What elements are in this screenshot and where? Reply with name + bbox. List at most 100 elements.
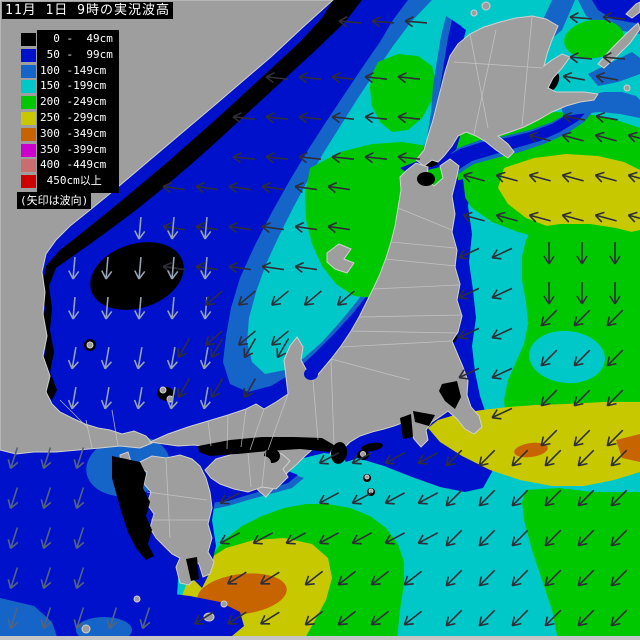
wave-direction-arrow [73,607,85,630]
wave-direction-arrow [101,256,113,280]
wave-direction-arrow [384,532,406,545]
wave-direction-arrow [7,487,19,510]
wave-direction-arrow [478,609,496,627]
legend-swatch [21,159,36,173]
wave-direction-arrow [610,569,628,587]
legend-swatch [21,64,36,78]
legend-swatch [21,48,36,62]
wave-direction-arrow [237,330,256,346]
wave-direction-arrow [495,211,518,223]
wave-direction-arrow [228,261,252,274]
prefecture-border-line [397,207,453,231]
wave-direction-arrow [67,347,79,370]
landmass [481,1,491,11]
wave-direction-arrow [303,290,322,306]
wave-direction-arrow [261,261,285,274]
wave-direction-arrow [397,151,421,164]
wave-direction-arrow [540,429,558,447]
wave-direction-arrow [445,609,463,627]
wave-direction-arrow [602,12,626,24]
wave-direction-arrow [162,181,186,194]
prefecture-border-line [521,16,533,127]
wave-direction-arrow [610,449,628,467]
wave-direction-arrow [606,309,624,327]
bay-region [439,381,461,409]
wave-direction-arrow [243,378,257,399]
prefecture-border-line [247,452,252,488]
wave-direction-arrow [404,16,428,28]
landmass [159,386,167,394]
wave-direction-arrow [200,296,212,320]
wave-direction-arrow [166,387,178,410]
wave-direction-arrow [562,111,585,123]
legend-label: 200 -249cm [40,95,107,109]
wave-direction-arrows [7,12,640,630]
wave-direction-arrow [384,492,406,505]
wave-direction-arrow [167,256,179,280]
wave-direction-arrow [252,532,274,545]
wave-direction-arrow [384,452,406,465]
wave-direction-arrow [544,569,562,587]
landmass [203,612,215,622]
wave-direction-arrow [67,387,79,410]
wave-direction-arrow [294,181,318,194]
wave-direction-arrow [595,71,618,83]
wave-direction-arrow [133,387,145,410]
wave-direction-arrow [226,571,247,585]
wave-direction-arrow [573,349,591,367]
wave-direction-arrow [528,131,551,143]
wave-direction-arrow [101,296,113,320]
wave-direction-arrow [228,181,252,194]
wave-direction-arrow [403,610,423,626]
wave-direction-arrow [265,71,289,84]
wave-direction-arrow [232,111,256,124]
wave-direction-arrow [134,256,146,280]
legend-note: (矢印は波向) [17,192,92,209]
wave-direction-arrow [40,487,52,510]
wave-direction-arrow [577,609,595,627]
wave-direction-arrow [232,151,256,164]
wave-direction-arrow [40,567,52,590]
legend-swatch [21,80,36,94]
wave-region [451,179,469,400]
wave-direction-arrow [576,242,588,265]
wave-direction-arrow [134,216,146,240]
wave-direction-arrow [577,449,595,467]
wave-direction-arrow [210,338,224,359]
landmass [415,15,599,167]
wave-direction-arrow [265,151,289,164]
bay-region [413,411,435,426]
wave-direction-arrow [261,181,285,194]
wave-direction-arrow [298,111,322,124]
wave-direction-arrow [200,216,212,240]
wave-direction-arrow [199,347,211,370]
wave-direction-arrow [478,529,496,547]
prefecture-border-line [473,29,497,135]
wave-direction-arrow [511,609,529,627]
wave-direction-arrow [445,569,463,587]
wave-direction-arrow [327,181,351,194]
wave-direction-arrow [327,221,351,234]
wave-direction-arrow [511,449,529,467]
wave-direction-arrow [270,290,289,306]
wave-direction-arrow [265,111,289,124]
wave-direction-arrow [458,247,480,260]
wave-direction-arrow [627,171,640,183]
wave-region [361,442,383,452]
wave-direction-arrow [167,296,179,320]
wave-direction-arrow [462,171,485,183]
wave-direction-arrow [73,487,85,510]
wave-direction-arrow [577,569,595,587]
legend-swatch [21,143,36,157]
legend-swatch [21,175,36,189]
wave-direction-arrow [462,211,485,223]
wave-direction-arrow [417,452,439,465]
wave-direction-arrow [595,111,618,123]
wave-direction-arrow [609,282,621,305]
wave-direction-arrow [331,111,355,124]
prefecture-border-line [340,340,452,348]
wave-region [0,598,58,640]
wave-direction-arrow [606,349,624,367]
wave-direction-arrow [458,367,480,380]
legend-swatch [21,127,36,141]
